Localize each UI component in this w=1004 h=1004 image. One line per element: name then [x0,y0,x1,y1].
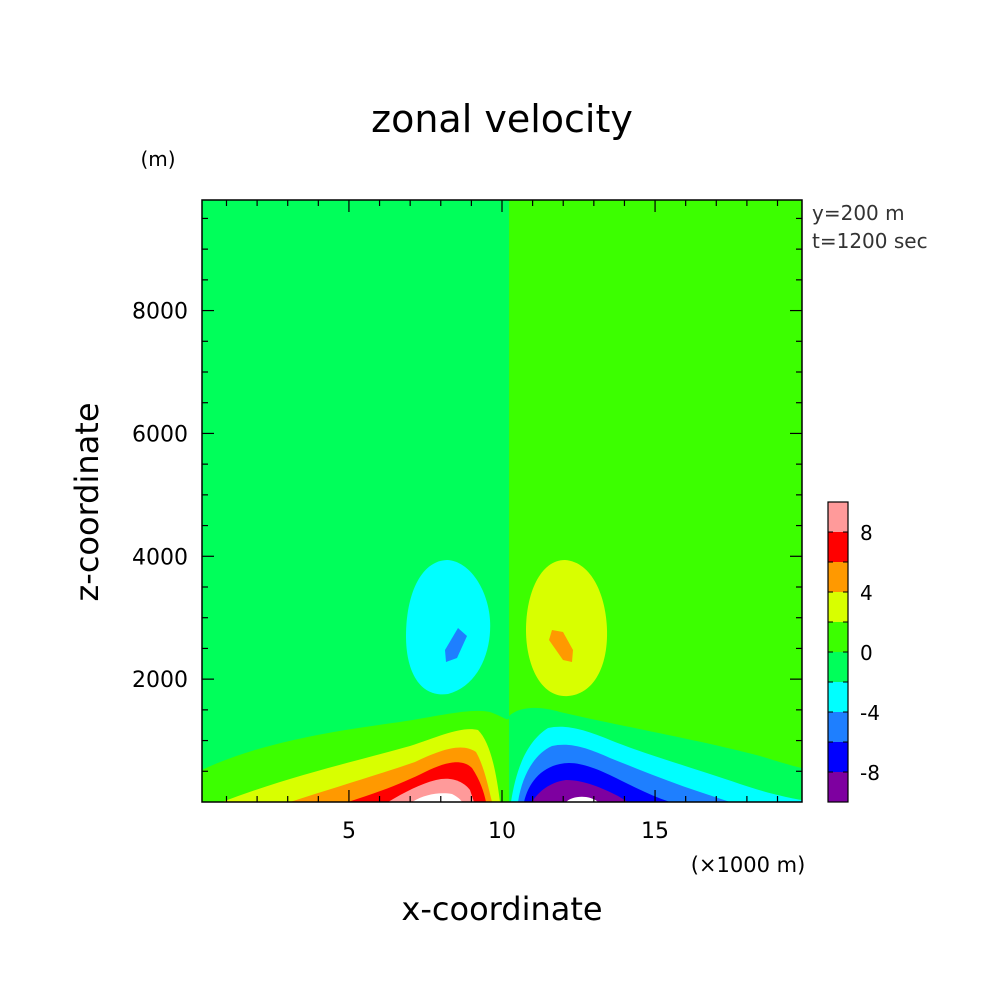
axis-ticks [202,200,802,802]
colorbar-tick-label: 8 [860,521,873,545]
colorbar: 8 4 0 -4 -8 [827,501,880,803]
colorbar-swatch [828,502,848,532]
region-lower-right-below-10 [566,796,598,802]
colorbar-swatch [828,772,848,802]
colorbar-tick-label: -4 [860,701,880,725]
colorbar-swatch [828,562,848,592]
x-axis-label: x-coordinate [401,890,602,928]
plot-area [202,200,802,802]
colorbar-swatch [828,592,848,622]
colorbar-tick-label: 0 [860,641,873,665]
y-tick-label: 4000 [132,545,188,570]
y-unit-label: (m) [140,147,175,171]
x-tick-label: 15 [641,819,669,844]
region-lower-left-above-10 [412,793,462,802]
region-lower-right-8-10 [532,780,628,802]
region-upper-negative-core [445,628,467,662]
colorbar-swatch [828,532,848,562]
colorbar-swatch [828,742,848,772]
region-left-background [202,200,509,802]
colorbar-swatch [828,622,848,652]
colorbar-swatch [828,712,848,742]
region-right-background [509,200,802,802]
colorbar-tick-label: 4 [860,581,873,605]
info-block: y=200 m t=1200 sec [812,201,928,253]
region-upper-positive-cell [526,560,608,697]
y-tick-label: 8000 [132,300,188,325]
region-upper-positive-core [549,630,573,662]
colorbar-tick-label: -8 [860,761,880,785]
axis-tick-labels: 5 10 15 2000 4000 6000 8000 [132,300,669,844]
y-tick-label: 6000 [132,422,188,447]
y-tick-label: 2000 [132,668,188,693]
colorbar-swatch [828,652,848,682]
info-time: t=1200 sec [812,229,928,253]
x-tick-label: 5 [342,819,356,844]
region-upper-negative-cell [406,560,491,695]
y-axis-label: z-coordinate [68,402,106,601]
colorbar-swatch [828,682,848,712]
x-tick-label: 10 [488,819,516,844]
x-unit-label: (×1000 m) [691,853,806,877]
info-y-position: y=200 m [812,201,905,225]
chart-title: zonal velocity [371,97,633,141]
